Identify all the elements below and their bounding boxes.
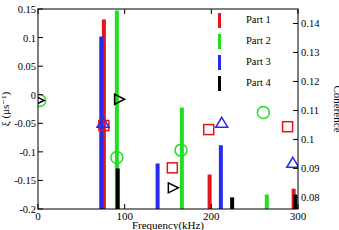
x-tick-label: 100	[116, 210, 133, 222]
y2-axis-label: Coherence	[332, 85, 339, 132]
marker	[97, 117, 109, 127]
y-tick	[38, 209, 43, 210]
legend-key	[218, 13, 221, 28]
x-tick-label: 0	[35, 210, 41, 222]
y-axis-label: ξ (μs⁻¹)	[0, 92, 12, 127]
x-axis-label: Frequency(kHz)	[132, 219, 204, 230]
y-tick-label: 0.1	[23, 33, 36, 44]
marker	[175, 144, 187, 156]
marker	[115, 94, 125, 104]
bar	[265, 195, 269, 209]
x-tick	[124, 9, 125, 14]
y2-tick	[293, 168, 298, 169]
x-tick-label: 300	[290, 210, 307, 222]
y-tick-label: 0	[31, 90, 36, 101]
legend-label: Part 3	[246, 56, 271, 67]
marker	[38, 95, 44, 105]
bar	[115, 10, 119, 209]
y-tick-label: -0.05	[14, 118, 36, 129]
y2-tick	[293, 197, 298, 198]
y2-tick-label: 0.11	[301, 105, 319, 116]
x-tick	[38, 9, 39, 14]
bar	[219, 145, 223, 209]
marker	[287, 157, 298, 167]
y2-tick-label: 0.13	[301, 47, 319, 58]
x-tick	[38, 204, 39, 209]
legend-key	[218, 34, 221, 49]
y-tick	[38, 151, 43, 152]
chart: 0 100 200 300 -0.2 -0.15 -0.1 -0.05 0 0.05 0.1 0.15…	[0, 0, 339, 230]
legend-label: Part 1	[246, 14, 271, 25]
x-tick	[211, 204, 212, 209]
marker	[257, 106, 269, 118]
y-tick-label: -0.2	[19, 204, 36, 215]
x-tick-label: 200	[203, 210, 220, 222]
y2-tick-label: 0.09	[301, 163, 319, 174]
y-tick	[38, 37, 43, 38]
plot-frame	[38, 9, 298, 209]
bar	[116, 168, 120, 209]
marker	[283, 122, 293, 132]
y2-tick-label: 0.1	[301, 134, 314, 145]
bar	[208, 175, 212, 209]
y-tick-label: -0.1	[19, 147, 36, 158]
y2-tick-label: 0.12	[301, 76, 319, 87]
x-tick	[298, 9, 299, 14]
legend-key	[218, 55, 221, 70]
x-tick	[124, 204, 125, 209]
y2-tick-label: 0.08	[301, 192, 319, 203]
y-tick	[38, 66, 43, 67]
marker	[216, 117, 228, 127]
bar	[180, 108, 184, 209]
y-tick-label: -0.15	[14, 175, 36, 186]
marker	[204, 125, 214, 135]
y2-tick	[293, 110, 298, 111]
bar	[156, 163, 160, 209]
y-tick	[38, 9, 43, 10]
y-tick	[38, 180, 43, 181]
bar	[293, 195, 297, 209]
legend-key	[218, 76, 221, 91]
legend-label: Part 4	[246, 77, 272, 88]
y2-tick	[293, 23, 298, 24]
marker	[38, 94, 46, 106]
marker	[168, 183, 178, 193]
y-tick-label: 0.05	[18, 61, 36, 72]
legend-label: Part 2	[246, 35, 271, 46]
y-tick-label: 0.15	[18, 4, 36, 15]
y-tick	[38, 123, 43, 124]
y-tick	[38, 94, 43, 95]
x-tick	[298, 204, 299, 209]
bar	[230, 197, 234, 209]
plot-data	[38, 10, 298, 209]
y2-tick	[293, 52, 298, 53]
y2-tick	[293, 139, 298, 140]
x-tick	[211, 9, 212, 14]
marker	[111, 152, 123, 164]
legend: Part 1 Part 2 Part 3 Part 4	[218, 13, 272, 91]
marker	[167, 163, 177, 173]
y2-tick-label: 0.14	[301, 18, 320, 29]
y2-tick	[293, 81, 298, 82]
